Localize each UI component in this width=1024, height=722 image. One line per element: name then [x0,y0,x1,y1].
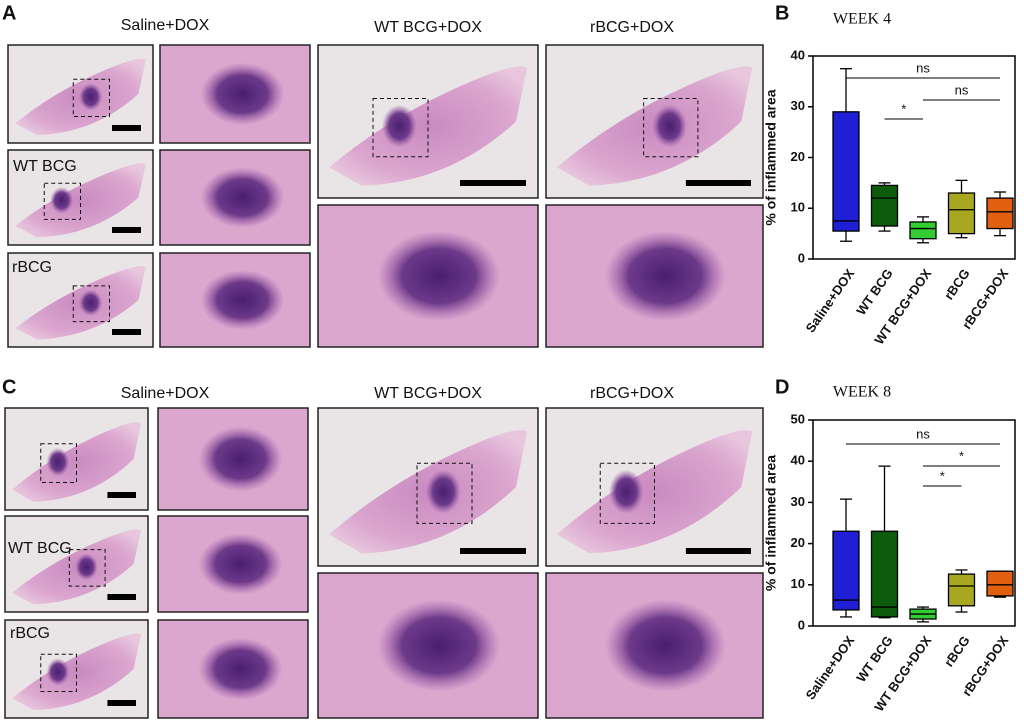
inset-box [72,78,110,118]
lesion [425,469,461,514]
y-axis-label: % of inflammed area [763,455,779,591]
significance-label: * [959,448,964,463]
tissue [12,422,141,502]
scale-bar [112,329,141,335]
chart-title: WEEK 4 [833,11,891,28]
scale-bar [460,180,526,186]
scale-bar [685,548,751,554]
inset-box [43,182,81,220]
x-tick-label: WT BCG [853,266,896,318]
lesion [381,104,417,148]
lesion [652,104,688,148]
x-tick-label: Saline+DOX [803,266,858,336]
plot-frame [812,419,1016,627]
y-tick-label: 40 [791,453,805,468]
lesion [198,637,283,701]
box [870,530,899,618]
box [870,184,899,227]
lesion [79,289,103,316]
box [909,221,937,240]
x-tick-label: Saline+DOX [803,633,858,703]
lesion [377,230,501,322]
inset-box [416,462,473,524]
y-tick-label: 0 [798,250,805,265]
panel-label: D [775,376,789,398]
significance-label: ns [955,82,969,97]
lesion [50,187,74,214]
y-tick-label: 0 [798,617,805,632]
y-tick-label: 50 [791,411,805,426]
panel-label: C [2,376,16,398]
lesion [75,553,98,581]
inset-box [372,98,429,158]
column-header: Saline+DOX [121,385,210,402]
inset-box [40,653,77,693]
x-tick-label: rBCG [941,633,973,669]
significance-label: ns [916,60,930,75]
histology-images [4,44,764,719]
y-tick-label: 10 [791,200,805,215]
y-tick-label: 10 [791,576,805,591]
y-tick-label: 30 [791,494,805,509]
x-tick-label: WT BCG [853,633,896,685]
column-header: rBCG+DOX [590,385,674,402]
inset-box [68,549,106,587]
scale-bar [107,700,136,706]
chart-title: WEEK 8 [833,384,891,401]
y-tick-label: 20 [791,149,805,164]
scale-bar [460,548,526,554]
lesion [198,426,283,492]
y-tick-label: 40 [791,47,805,62]
significance-label: * [940,468,945,483]
scale-bar [107,492,136,498]
box [947,573,976,607]
row-label: rBCG [12,259,52,276]
y-axis-label: % of inflammed area [763,89,779,225]
inset-box [72,285,110,323]
box [947,192,976,235]
column-header: rBCG+DOX [590,19,674,36]
tissue [15,163,146,238]
scale-bar [112,227,141,233]
scale-bar [107,594,136,600]
image-frame [159,44,311,144]
inset-box [40,443,77,483]
scale-bar [112,125,141,131]
scale-bar [685,180,751,186]
lesion [200,269,285,331]
row-label: WT BCG [13,158,77,175]
tissue [329,66,527,186]
lesion [79,83,103,111]
tissue [556,430,753,554]
lesion [608,469,644,514]
lesion [200,167,285,228]
significance-label: ns [916,426,930,441]
panel-label: A [2,2,16,24]
box [986,570,1014,597]
column-header: Saline+DOX [121,17,210,34]
lesion [198,533,283,595]
lesion [46,447,70,477]
inset-box [599,462,655,524]
lesion [46,658,70,686]
lesion [604,599,727,692]
row-label: WT BCG [8,540,72,557]
x-tick-label: rBCG [941,266,973,302]
box [832,530,860,611]
lesion [604,230,727,322]
lesion [200,62,285,126]
panel-label: B [775,2,789,24]
box [832,111,860,232]
y-tick-label: 20 [791,535,805,550]
significance-label: * [901,101,906,116]
y-tick-label: 30 [791,98,805,113]
box [986,197,1014,230]
row-label: rBCG [10,625,50,642]
column-header: WT BCG+DOX [374,385,482,402]
lesion [377,599,501,692]
column-header: WT BCG+DOX [374,19,482,36]
